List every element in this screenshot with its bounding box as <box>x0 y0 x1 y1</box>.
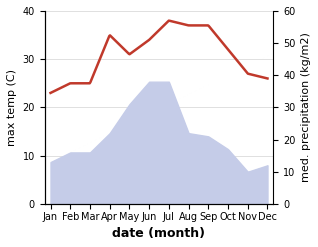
X-axis label: date (month): date (month) <box>113 227 205 240</box>
Y-axis label: med. precipitation (kg/m2): med. precipitation (kg/m2) <box>301 32 311 182</box>
Y-axis label: max temp (C): max temp (C) <box>7 69 17 146</box>
